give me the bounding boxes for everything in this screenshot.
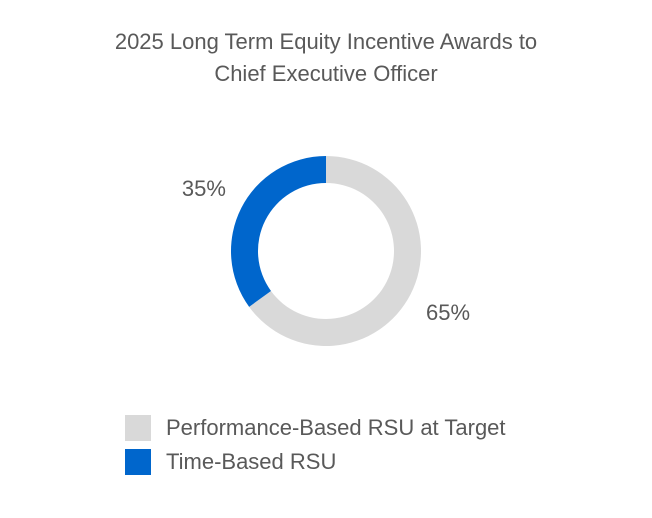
legend-swatch-performance-rsu xyxy=(125,415,151,441)
legend-item-performance-rsu: Performance-Based RSU at Target xyxy=(125,412,506,444)
data-label-performance-rsu: 65% xyxy=(426,300,470,325)
chart-title: 2025 Long Term Equity Incentive Awards t… xyxy=(0,26,652,90)
slice-performance-rsu xyxy=(249,156,421,347)
data-label-time-rsu: 35% xyxy=(182,176,226,201)
legend-item-time-rsu: Time-Based RSU xyxy=(125,446,506,478)
slice-time-rsu xyxy=(231,156,326,307)
chart-title-line-2: Chief Executive Officer xyxy=(214,61,438,86)
chart-title-line-1: 2025 Long Term Equity Incentive Awards t… xyxy=(114,29,538,54)
legend-swatch-time-rsu xyxy=(125,449,151,475)
legend: Performance-Based RSU at Target Time-Bas… xyxy=(125,412,506,480)
legend-label-performance-rsu: Performance-Based RSU at Target xyxy=(166,415,506,440)
legend-label-time-rsu: Time-Based RSU xyxy=(166,449,337,474)
